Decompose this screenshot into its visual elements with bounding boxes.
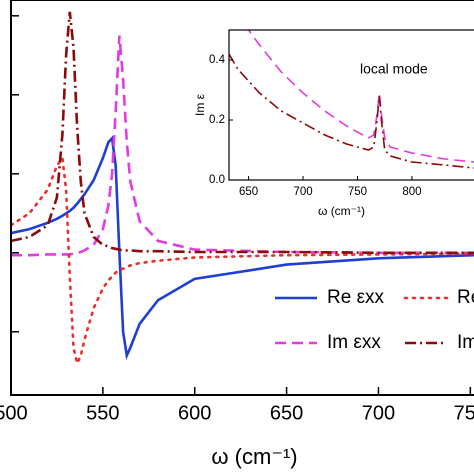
x-axis-title: ω (cm⁻¹) <box>211 444 297 469</box>
data-line <box>11 35 474 257</box>
data-line <box>11 154 474 368</box>
data-line <box>229 53 474 169</box>
x-tick-label: 700 <box>293 186 312 198</box>
plot-area <box>11 11 474 368</box>
y-tick-label: 0.2 <box>209 114 225 126</box>
plot-frame <box>228 29 474 181</box>
x-tick-label: 650 <box>239 186 258 198</box>
x-tick-label: 500 <box>0 402 28 424</box>
plot-frame <box>10 0 474 396</box>
legend-label: Im εxx <box>327 332 381 353</box>
x-tick-label: 600 <box>178 402 211 424</box>
legend-label: Im <box>457 332 474 353</box>
x-tick-label: 650 <box>270 402 303 424</box>
y-tick-label: 0.4 <box>209 54 226 66</box>
y-tick-label: 0.0 <box>209 174 225 186</box>
inset-background <box>229 30 474 180</box>
x-axis-title: ω (cm⁻¹) <box>318 204 365 218</box>
x-tick-label: 750 <box>348 186 367 198</box>
data-line <box>247 30 474 163</box>
data-line <box>11 11 474 255</box>
data-line <box>11 135 474 360</box>
x-tick-label: 800 <box>402 186 421 198</box>
x-tick-label: 750 <box>454 402 474 424</box>
y-axis-title: Im ε <box>193 93 207 116</box>
legend-label: Re <box>457 287 474 308</box>
x-tick-label: 550 <box>86 402 119 424</box>
annotation: local mode <box>360 61 428 77</box>
plot-area <box>229 30 474 169</box>
x-tick-label: 700 <box>362 402 395 424</box>
legend-label: Re εxx <box>327 287 385 308</box>
